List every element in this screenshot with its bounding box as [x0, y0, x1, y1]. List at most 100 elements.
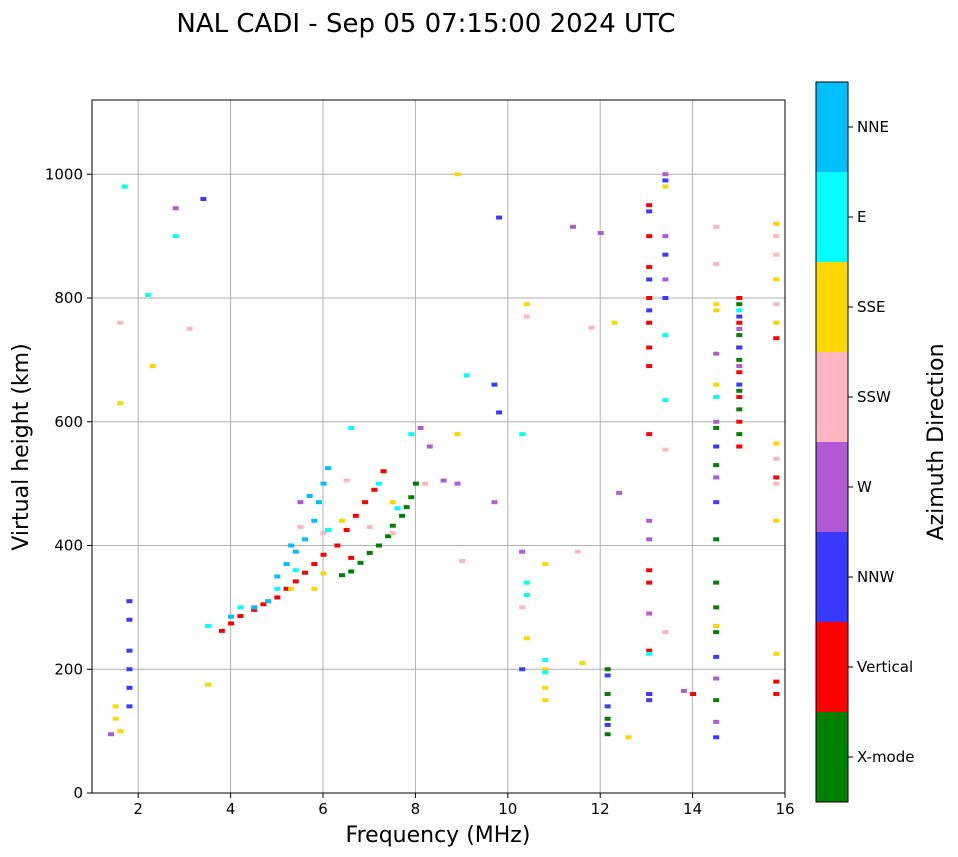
colorbar-label: Azimuth Direction: [924, 343, 949, 540]
colorbar-tick-label: SSE: [857, 298, 886, 316]
data-point: [662, 252, 669, 257]
data-point: [306, 494, 313, 498]
data-point: [496, 410, 503, 415]
data-point: [491, 382, 498, 387]
data-point: [713, 698, 720, 703]
data-point: [713, 580, 720, 585]
x-tick-label: 2: [133, 800, 143, 818]
data-point: [403, 505, 410, 510]
data-point: [274, 574, 281, 579]
data-point: [773, 336, 780, 341]
data-point: [523, 580, 530, 585]
data-point: [646, 308, 653, 313]
data-point: [604, 732, 611, 737]
data-point: [604, 692, 611, 696]
data-point: [265, 599, 272, 604]
data-point: [713, 382, 720, 387]
data-point: [713, 676, 720, 681]
colorbar-tick-label: E: [857, 208, 866, 226]
data-point: [646, 692, 653, 696]
data-point: [542, 670, 549, 675]
colorbar-segment: [816, 172, 848, 262]
data-point: [662, 296, 669, 300]
plot-background: [92, 100, 785, 793]
data-point: [311, 586, 318, 591]
series-nne: [228, 466, 332, 619]
data-point: [713, 419, 720, 424]
data-point: [646, 320, 653, 325]
data-point: [117, 320, 124, 325]
data-point: [604, 722, 611, 727]
plot-area: [91, 99, 786, 794]
data-point: [200, 197, 207, 201]
colorbar-segment: [816, 82, 848, 172]
data-point: [523, 636, 530, 641]
data-point: [604, 716, 611, 721]
data-point: [283, 562, 290, 567]
data-point: [646, 580, 653, 585]
x-tick-label: 6: [318, 800, 328, 818]
colorbar-tick-label: X-mode: [857, 748, 914, 766]
data-point: [713, 444, 720, 449]
data-point: [338, 573, 345, 578]
data-point: [646, 698, 653, 703]
data-point: [126, 599, 133, 604]
data-point: [713, 500, 720, 505]
data-point: [616, 490, 623, 495]
data-point: [713, 224, 720, 229]
data-point: [646, 568, 653, 573]
y-axis-label: Virtual height (km): [9, 343, 34, 550]
colorbar: X-mode Vertical NNW W SSW SSE E NNE: [815, 81, 914, 803]
data-point: [736, 357, 743, 362]
x-tick-label: 8: [411, 800, 421, 818]
data-point: [662, 333, 669, 338]
data-point: [348, 425, 355, 430]
y-tick-label: 800: [54, 289, 83, 307]
data-point: [736, 364, 743, 369]
data-point: [597, 231, 604, 236]
data-point: [736, 345, 743, 350]
data-point: [646, 432, 653, 437]
colorbar-tick-label: SSW: [857, 388, 891, 406]
x-axis-label: Frequency (MHz): [346, 823, 531, 848]
data-point: [149, 364, 156, 369]
data-point: [542, 657, 549, 662]
data-point: [646, 651, 653, 656]
data-point: [773, 252, 780, 257]
data-point: [274, 595, 281, 600]
data-point: [713, 395, 720, 399]
data-point: [646, 265, 653, 270]
data-point: [579, 661, 586, 666]
colorbar-segment: [816, 442, 848, 532]
data-point: [366, 550, 373, 555]
data-point: [320, 531, 327, 536]
data-point: [348, 555, 355, 560]
data-point: [523, 314, 530, 319]
data-point: [362, 500, 369, 505]
data-point: [773, 456, 780, 461]
colorbar-segment: [816, 622, 848, 712]
data-point: [205, 623, 211, 628]
data-point: [773, 234, 780, 239]
data-point: [228, 621, 235, 626]
data-point: [519, 549, 526, 554]
data-point: [107, 732, 114, 737]
data-point: [399, 513, 406, 518]
series-sse: [112, 172, 780, 740]
data-point: [343, 478, 350, 483]
colorbar-segment: [816, 712, 848, 802]
data-point: [117, 401, 124, 406]
data-point: [773, 651, 780, 656]
data-point: [112, 704, 119, 709]
data-point: [569, 224, 576, 229]
data-point: [713, 537, 720, 542]
data-point: [773, 221, 780, 226]
data-point: [736, 326, 743, 331]
x-tick-label: 14: [683, 800, 702, 818]
data-point: [611, 320, 618, 325]
data-point: [736, 419, 743, 424]
data-point: [523, 593, 530, 597]
data-point: [297, 524, 304, 529]
data-point: [385, 534, 392, 539]
data-point: [713, 654, 720, 659]
